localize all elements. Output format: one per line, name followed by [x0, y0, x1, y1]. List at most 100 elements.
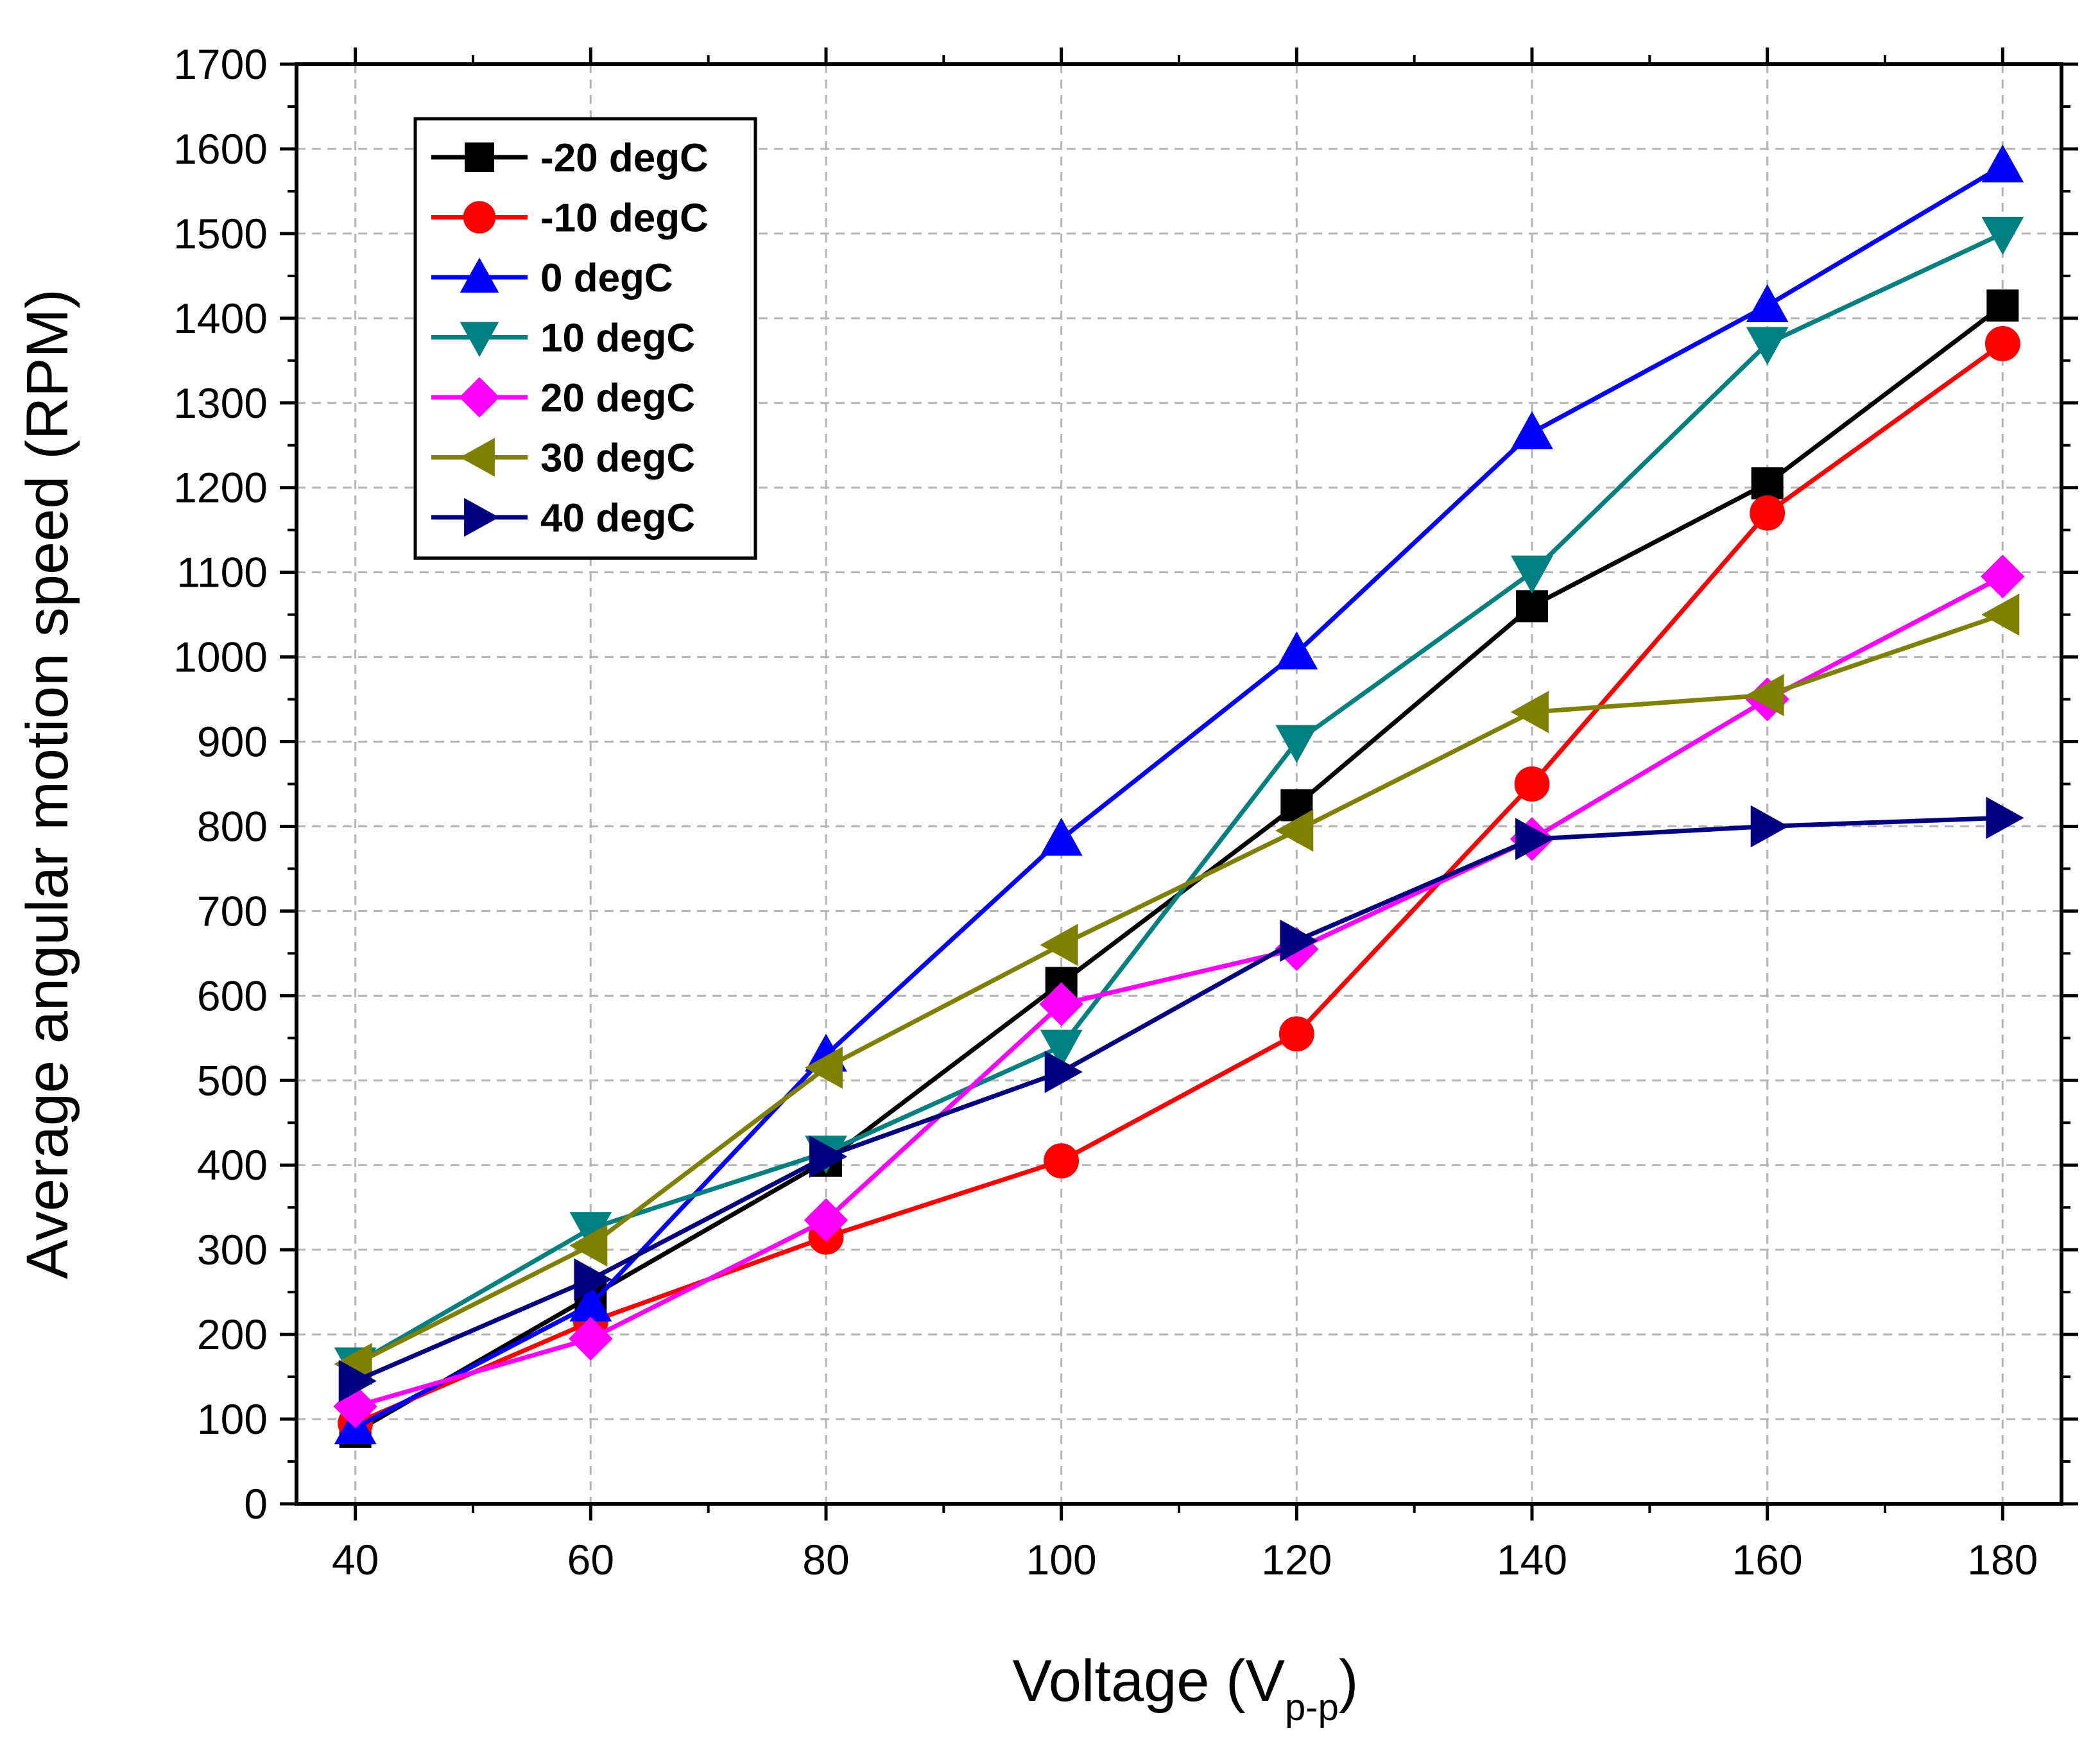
series-line: [354, 164, 2004, 1430]
y-tick-label: 1400: [173, 295, 268, 342]
y-tick-label: 1500: [173, 210, 268, 257]
data-point: [1516, 590, 1548, 623]
y-tick-label: 300: [197, 1226, 268, 1273]
x-tick-label: 80: [802, 1536, 849, 1583]
x-axis-title-close: ): [1339, 1648, 1359, 1714]
legend-label: 40 degC: [540, 496, 695, 540]
y-axis-title: Average angular motion speed (RPM): [15, 289, 80, 1279]
y-tick-label: 100: [197, 1395, 268, 1443]
y-tick-label: 1600: [173, 125, 268, 173]
data-point: [1986, 797, 2024, 840]
y-tick-label: 600: [197, 972, 268, 1019]
legend-label: -20 degC: [540, 136, 709, 180]
legend-item: -20 degC: [431, 136, 709, 180]
x-tick-label: 100: [1026, 1536, 1097, 1583]
series-line: [354, 341, 2004, 1426]
data-point: [1278, 1016, 1314, 1052]
data-point: [1040, 1030, 1083, 1068]
data-point: [1981, 593, 2020, 636]
data-point: [1746, 284, 1789, 322]
data-point: [804, 1046, 843, 1089]
data-point: [1040, 818, 1083, 856]
y-tick-label: 500: [197, 1056, 268, 1104]
data-point: [1986, 289, 2019, 322]
y-tick-label: 400: [197, 1141, 268, 1189]
data-point: [1044, 1143, 1080, 1179]
data-point: [1039, 982, 1083, 1026]
y-tick-label: 700: [197, 887, 268, 935]
y-tick-label: 0: [244, 1480, 268, 1528]
x-tick-label: 40: [332, 1536, 379, 1583]
series-line: [354, 574, 2004, 1409]
data-point: [574, 1258, 612, 1301]
legend-label: 30 degC: [540, 436, 695, 481]
data-point: [1746, 327, 1789, 365]
data-point: [1514, 766, 1550, 802]
legend-marker: [463, 201, 496, 234]
data-point: [1275, 809, 1314, 852]
series-40degC: [338, 797, 2024, 1402]
data-point: [569, 1224, 608, 1267]
x-tick-label: 120: [1261, 1536, 1332, 1583]
data-point: [1750, 495, 1786, 531]
legend-label: 10 degC: [540, 316, 695, 361]
axis-ticks: 0100200300400500600700800900100011001200…: [173, 40, 2078, 1583]
x-axis-title-main: Voltage (V: [1013, 1648, 1286, 1714]
legend-item: 0 degC: [431, 256, 673, 300]
data-point: [1981, 555, 2025, 599]
y-tick-label: 200: [197, 1311, 268, 1358]
data-point: [1746, 674, 1784, 716]
data-point: [1040, 924, 1078, 967]
legend-item: 20 degC: [431, 376, 695, 420]
legend: -20 degC -10 degC 0 degC 10 degC 20 degC 30 d…: [413, 117, 757, 560]
data-point: [1275, 631, 1318, 669]
legend-marker: [460, 322, 499, 358]
legend-item: 10 degC: [431, 316, 695, 361]
legend-marker: [464, 497, 499, 537]
legend-label: 0 degC: [540, 256, 673, 300]
data-point: [1750, 805, 1789, 848]
x-axis-title-subscript: p-p: [1285, 1687, 1339, 1728]
data-point: [804, 1198, 848, 1243]
legend-label: 20 degC: [540, 376, 695, 420]
data-point: [1751, 467, 1784, 500]
y-tick-label: 900: [197, 718, 268, 766]
series-30degC: [334, 593, 2020, 1386]
data-point: [338, 1359, 377, 1402]
data-point: [1510, 691, 1549, 734]
y-tick-label: 1300: [173, 379, 268, 427]
x-tick-label: 60: [567, 1536, 614, 1583]
y-tick-label: 1000: [173, 633, 268, 681]
x-tick-label: 140: [1497, 1536, 1567, 1583]
legend-marker: [459, 377, 500, 418]
data-point: [1044, 1051, 1083, 1093]
series-layer: [333, 144, 2025, 1448]
legend-marker: [460, 438, 495, 477]
y-tick-label: 1100: [176, 549, 268, 596]
series-line: [354, 815, 2003, 1383]
legend-marker: [460, 257, 499, 293]
data-point: [1981, 216, 2024, 255]
data-point: [1511, 555, 1553, 594]
legend-marker: [465, 142, 494, 172]
data-point: [1511, 411, 1553, 449]
data-point: [1515, 818, 1554, 861]
data-point: [1981, 144, 2024, 183]
data-point: [1280, 919, 1318, 962]
data-point: [1984, 326, 2020, 361]
x-axis-title: Voltage (Vp-p): [1013, 1648, 1359, 1728]
x-tick-label: 180: [1967, 1536, 2038, 1583]
data-point: [1275, 725, 1318, 763]
y-tick-label: 1700: [173, 40, 268, 88]
data-point: [809, 1135, 848, 1178]
data-point: [569, 1316, 613, 1361]
y-tick-label: 800: [197, 802, 268, 850]
y-tick-label: 1200: [173, 464, 268, 512]
series-line: [354, 612, 2004, 1366]
x-tick-label: 160: [1732, 1536, 1803, 1583]
legend-item: 30 degC: [431, 436, 695, 481]
legend-item: -10 degC: [431, 196, 709, 241]
series-0degC: [334, 144, 2024, 1445]
legend-item: 40 degC: [431, 496, 695, 540]
